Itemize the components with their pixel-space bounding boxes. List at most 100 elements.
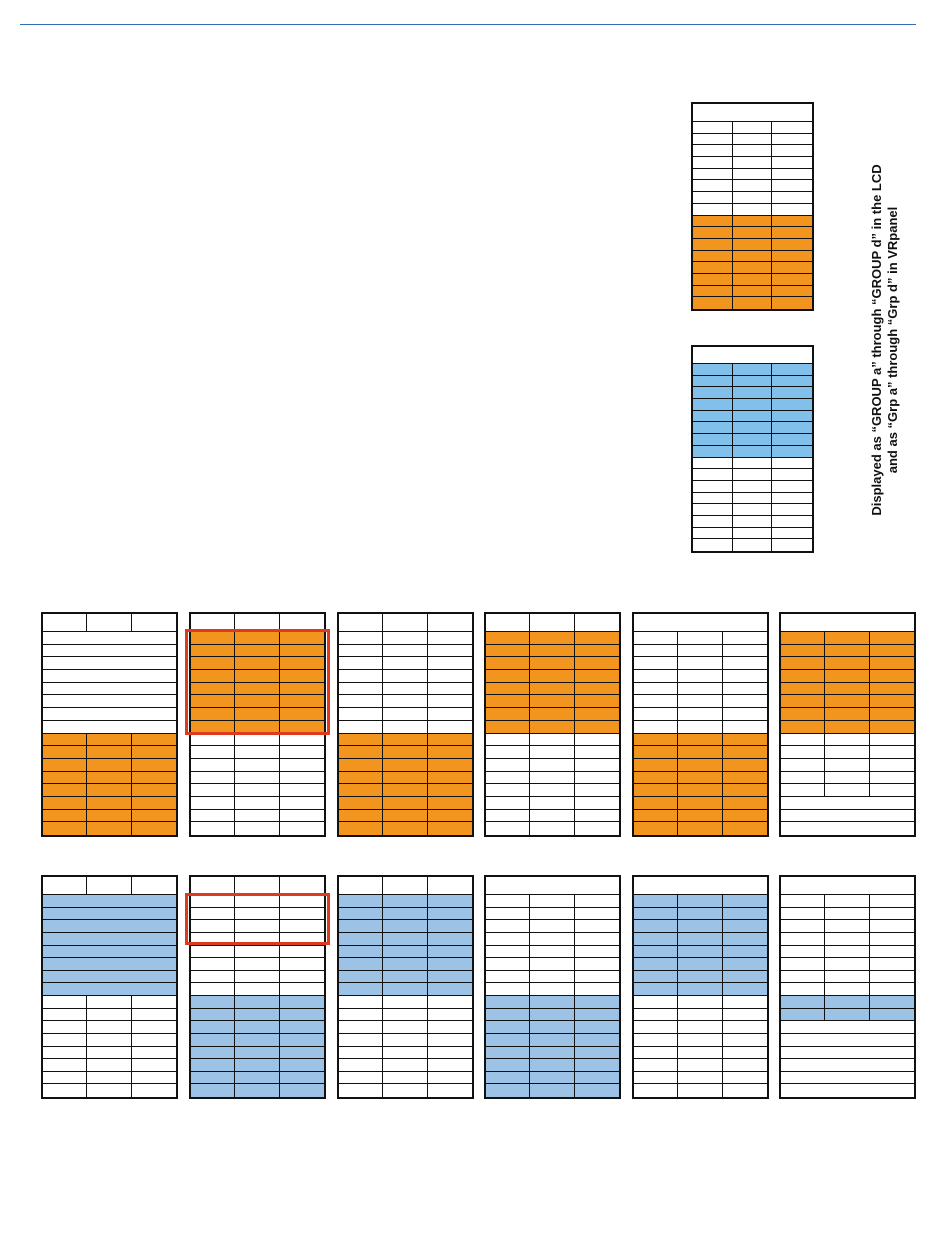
grid-cell: [634, 1071, 679, 1084]
grid-row: [634, 1021, 767, 1034]
grid-row: [43, 945, 176, 959]
grid-cell: [781, 708, 826, 720]
header-cell: [132, 614, 176, 631]
grid-row: [486, 970, 619, 984]
grid-cell: [530, 1008, 575, 1021]
grid-row: [634, 657, 767, 671]
grid-cell: [678, 771, 723, 784]
grid-cell: [678, 945, 723, 958]
grid-cell: [280, 797, 324, 809]
orange-grid-4: [484, 612, 621, 837]
grid-cell: [772, 251, 812, 262]
grid-cell: [486, 958, 531, 970]
grid-cell: [772, 122, 812, 133]
grid-row: [486, 1059, 619, 1072]
grid-cell: [772, 157, 812, 168]
grid-cell: [634, 996, 679, 1008]
grid-row: [486, 983, 619, 996]
header-cell: [43, 614, 88, 631]
grid-cell: [43, 1046, 88, 1059]
grid-cell: [530, 1071, 575, 1084]
grid-cell: [693, 410, 733, 422]
grid-row: [43, 822, 176, 835]
grid-cell: [723, 933, 767, 945]
grid-cell: [383, 932, 428, 945]
grid-cell: [43, 809, 88, 822]
grid-cell: [428, 683, 472, 695]
grid-cell: [634, 1046, 679, 1059]
grid-cell: [733, 203, 773, 215]
grid-row: [339, 733, 472, 747]
grid-row: [339, 657, 472, 671]
grid-cell: [575, 1034, 619, 1046]
grid-cell: [693, 238, 733, 250]
grid-cell: [280, 983, 324, 995]
grid-row: [634, 644, 767, 658]
grid-cell: [733, 250, 773, 262]
grid-cell: [486, 784, 531, 796]
grid-cell: [575, 1047, 619, 1059]
grid-cell: [723, 632, 767, 644]
grid-cell: [772, 216, 812, 227]
grid-cell: [235, 958, 280, 970]
grid-cell: [781, 632, 826, 644]
grid-cell: [132, 810, 176, 822]
grid-row: [634, 1059, 767, 1072]
grid-row: [486, 695, 619, 709]
grid-cell: [693, 273, 733, 285]
grid-cell: [772, 192, 812, 203]
grid-cell: [733, 504, 773, 515]
grid-cell: [191, 733, 236, 746]
grid-cell: [781, 746, 826, 758]
grid-row: [191, 1059, 324, 1072]
grid-cell: [634, 784, 679, 796]
grid-cell: [825, 682, 870, 695]
grid-cell: [825, 970, 870, 983]
grid-cell: [530, 996, 575, 1008]
grid-cell: [781, 970, 826, 983]
grid-cell: [383, 784, 428, 796]
grid-cell: [693, 157, 733, 168]
grid-row: [634, 809, 767, 823]
grid-cell: [530, 932, 575, 945]
orange-grid-5: [632, 612, 769, 837]
grid-row: [191, 822, 324, 835]
grid-cell: [339, 958, 384, 970]
header-row: [43, 614, 176, 632]
grid-cell: [575, 759, 619, 771]
grid-cell: [428, 983, 472, 995]
grid-cell: [191, 1059, 236, 1071]
grid-row: [43, 958, 176, 971]
grid-cell: [693, 262, 733, 273]
grid-cell: [486, 907, 531, 920]
grid-cell: [132, 734, 176, 746]
grid-row: [634, 970, 767, 984]
grid-cell: [486, 983, 531, 995]
grid-cell: [339, 945, 384, 958]
grid-cell: [723, 645, 767, 657]
grid-cell: [781, 822, 914, 835]
grid-cell: [191, 920, 236, 932]
grid-cell: [678, 809, 723, 822]
grid-cell: [132, 1059, 176, 1071]
grid-row: [486, 945, 619, 959]
grid-cell: [87, 1084, 132, 1097]
grid-cell: [733, 227, 773, 238]
grid-cell: [634, 1008, 679, 1021]
grid-cell: [678, 695, 723, 708]
grid-cell: [235, 695, 280, 708]
header-row: [486, 877, 619, 895]
header-cell: [428, 877, 472, 894]
header-cell: [486, 877, 619, 894]
grid-cell: [575, 946, 619, 958]
grid-row: [634, 983, 767, 996]
grid-cell: [634, 895, 679, 907]
grid-row: [486, 632, 619, 645]
grid-cell: [733, 192, 773, 203]
grid-row: [634, 822, 767, 835]
grid-row: [781, 758, 914, 772]
grid-row: [693, 180, 812, 193]
grid-row: [486, 771, 619, 785]
grid-cell: [87, 809, 132, 822]
grid-cell: [428, 822, 472, 835]
